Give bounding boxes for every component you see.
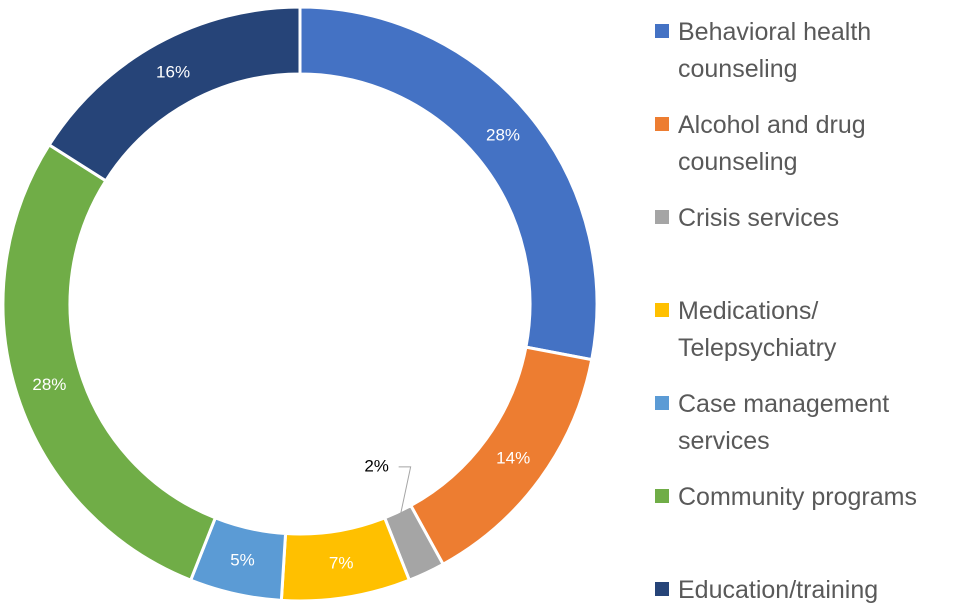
chart: 28% 14% 2% 7% 5% 28% 16% — [1, 5, 599, 603]
legend-swatch — [655, 396, 669, 410]
legend-label: Crisis services — [678, 204, 840, 232]
data-label: 14% — [496, 448, 530, 467]
legend-item: Education/training — [655, 572, 955, 608]
legend-label: Case management services — [678, 390, 890, 455]
data-label: 16% — [156, 63, 190, 82]
data-label: 28% — [32, 375, 66, 394]
legend-swatch — [655, 489, 669, 503]
data-label: 2% — [364, 456, 389, 475]
data-label: 28% — [486, 126, 520, 145]
legend-item: Crisis services — [655, 200, 955, 237]
legend-swatch — [655, 582, 669, 596]
legend-swatch — [655, 303, 669, 317]
legend-label: Alcohol and drug counseling — [678, 111, 866, 176]
legend-item: Case management services — [655, 386, 955, 460]
legend-label: Medications/ Telepsychiatry — [678, 297, 837, 362]
legend-item: Community programs — [655, 479, 955, 516]
legend-label: Community programs — [678, 483, 917, 511]
legend-item: Alcohol and drug counseling — [655, 107, 955, 181]
donut-slice — [47, 5, 302, 183]
legend-swatch — [655, 24, 669, 38]
donut-slice — [298, 5, 599, 362]
leader-line — [398, 466, 412, 517]
data-label: 5% — [230, 551, 255, 570]
legend-item: Behavioral health counseling — [655, 14, 955, 88]
donut-slice — [1, 142, 218, 583]
legend-item: Medications/ Telepsychiatry — [655, 293, 955, 367]
data-label: 7% — [329, 554, 354, 573]
legend-swatch — [655, 210, 669, 224]
legend-label: Behavioral health counseling — [678, 18, 872, 83]
legend-label: Education/training — [678, 576, 879, 604]
legend-swatch — [655, 117, 669, 131]
